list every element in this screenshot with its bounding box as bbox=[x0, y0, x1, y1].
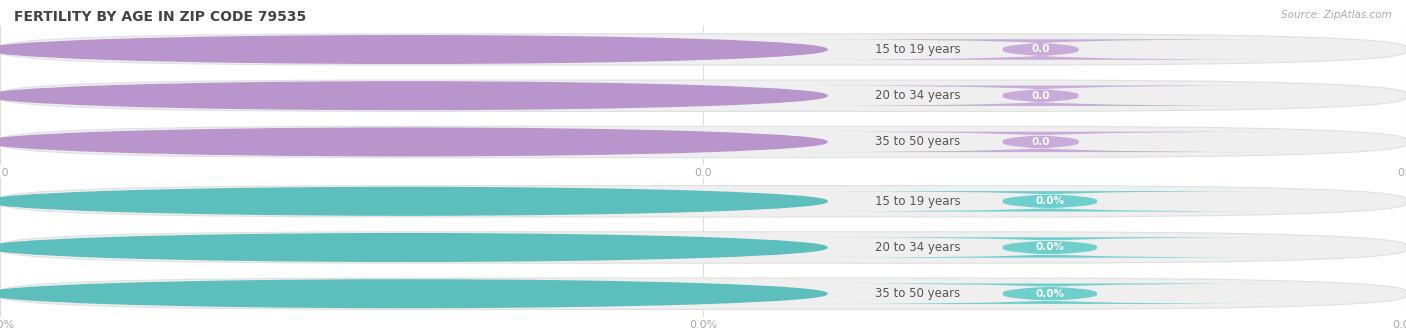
FancyBboxPatch shape bbox=[0, 80, 1406, 112]
Circle shape bbox=[0, 187, 827, 215]
Text: 35 to 50 years: 35 to 50 years bbox=[875, 135, 960, 148]
Text: FERTILITY BY AGE IN ZIP CODE 79535: FERTILITY BY AGE IN ZIP CODE 79535 bbox=[14, 10, 307, 24]
Text: 0.0%: 0.0% bbox=[1035, 289, 1064, 299]
Text: 0.0: 0.0 bbox=[1032, 45, 1050, 54]
FancyBboxPatch shape bbox=[817, 191, 1282, 212]
Circle shape bbox=[0, 128, 827, 156]
Text: 15 to 19 years: 15 to 19 years bbox=[875, 195, 960, 208]
Text: 20 to 34 years: 20 to 34 years bbox=[875, 241, 960, 254]
FancyBboxPatch shape bbox=[0, 232, 1406, 263]
Text: Source: ZipAtlas.com: Source: ZipAtlas.com bbox=[1281, 10, 1392, 20]
Circle shape bbox=[0, 234, 827, 261]
FancyBboxPatch shape bbox=[0, 185, 1406, 217]
Circle shape bbox=[0, 280, 827, 308]
FancyBboxPatch shape bbox=[799, 39, 1282, 60]
Text: 15 to 19 years: 15 to 19 years bbox=[875, 43, 960, 56]
FancyBboxPatch shape bbox=[817, 283, 1282, 304]
FancyBboxPatch shape bbox=[799, 132, 1282, 152]
Text: 0.0%: 0.0% bbox=[1035, 243, 1064, 252]
Text: 20 to 34 years: 20 to 34 years bbox=[875, 89, 960, 102]
FancyBboxPatch shape bbox=[0, 34, 1406, 65]
Circle shape bbox=[0, 36, 827, 63]
Text: 0.0%: 0.0% bbox=[1035, 196, 1064, 206]
Circle shape bbox=[0, 82, 827, 110]
FancyBboxPatch shape bbox=[817, 237, 1282, 258]
Text: 0.0: 0.0 bbox=[1032, 91, 1050, 101]
Text: 0.0: 0.0 bbox=[1032, 137, 1050, 147]
Text: 35 to 50 years: 35 to 50 years bbox=[875, 287, 960, 300]
FancyBboxPatch shape bbox=[0, 278, 1406, 310]
FancyBboxPatch shape bbox=[799, 85, 1282, 106]
FancyBboxPatch shape bbox=[0, 126, 1406, 158]
